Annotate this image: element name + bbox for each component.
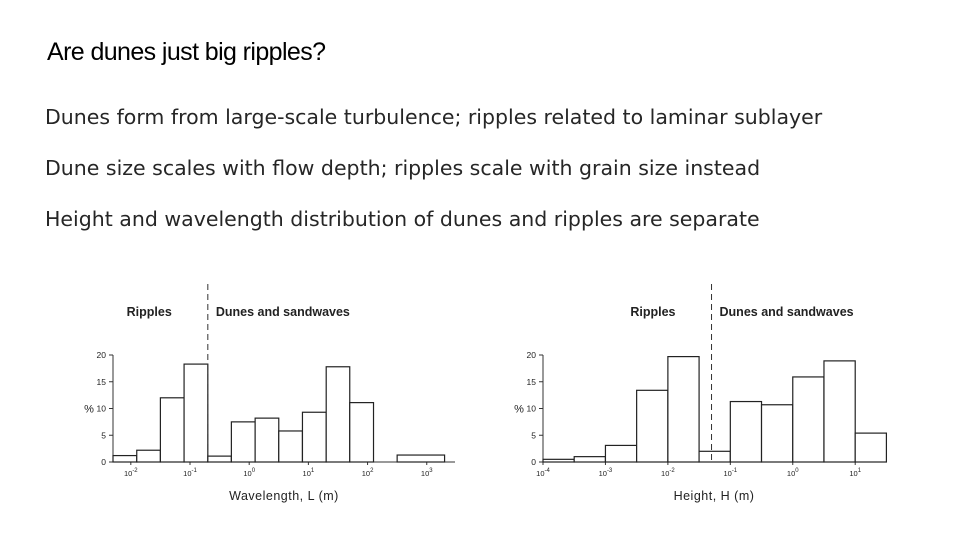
x-tick-label: 10-3 (599, 468, 613, 478)
height-histogram: 0 5 10 15 20% 10-4 10-3 10-2 10-1 100 101 Height, H… (505, 270, 925, 520)
histogram-bar-0 (112, 454, 138, 463)
y-axis-label: % (514, 404, 524, 416)
region-label-dunes: Dunes and sandwaves (720, 305, 854, 319)
x-tick-label-base: 10 (183, 469, 191, 478)
x-tick-label: 102 (362, 468, 374, 478)
y-tick-label: 20 (527, 350, 537, 360)
histogram-bar-5 (698, 450, 731, 463)
y-tick-label: 20 (97, 350, 107, 360)
x-tick-label-exponent: -2 (669, 468, 675, 474)
x-tick-label-base: 10 (849, 469, 857, 478)
x-tick-label-base: 10 (303, 469, 311, 478)
y-tick-label: 0 (101, 457, 106, 467)
y-tick-label: 0 (531, 457, 536, 467)
bullet-item: Dune size scales with flow depth; ripple… (45, 156, 761, 180)
x-tick-label-base: 10 (661, 469, 669, 478)
x-tick-label: 103 (421, 468, 433, 478)
x-tick-label-exponent: 0 (795, 468, 799, 474)
region-label-ripples: Ripples (127, 305, 172, 319)
x-tick-label: 101 (303, 468, 315, 478)
x-tick-label-exponent: 1 (858, 468, 862, 474)
histogram-bar-3 (183, 363, 209, 463)
histogram-bar-7 (278, 430, 304, 463)
histogram-bar-10 (854, 432, 888, 463)
x-tick-label: 10-1 (723, 468, 737, 478)
histogram-bar-8 (301, 411, 327, 463)
histogram-bar-2 (159, 397, 185, 463)
x-tick-label-exponent: 0 (252, 468, 256, 474)
x-tick-label-base: 10 (362, 469, 370, 478)
x-tick-label-exponent: -4 (545, 468, 551, 474)
x-tick-label-exponent: 3 (429, 468, 433, 474)
bullet-list: Dunes form from large-scale turbulence; … (45, 102, 822, 255)
x-tick-label-base: 10 (124, 469, 132, 478)
x-tick-label-base: 10 (243, 469, 251, 478)
x-tick-label-exponent: 2 (370, 468, 374, 474)
histogram-bar-0 (542, 458, 575, 463)
y-axis-label: % (84, 404, 94, 416)
wavelength-histogram: 0 5 10 15 20% 10-2 10-1 100 101 102 103 Wavelength,… (75, 270, 495, 520)
x-tick-label-exponent: -2 (132, 468, 138, 474)
x-tick-label: 10-2 (661, 468, 675, 478)
histogram-bar-1 (573, 456, 607, 463)
y-tick-label: 5 (531, 430, 536, 440)
region-label-ripples: Ripples (630, 305, 675, 319)
region-label-dunes: Dunes and sandwaves (216, 305, 350, 319)
histogram-bar-2 (604, 444, 638, 463)
histogram-bar-1 (136, 449, 161, 463)
slide-title: Are dunes just big ripples? (47, 38, 326, 66)
histogram-bar-4 (207, 455, 232, 463)
x-tick-label: 100 (243, 468, 255, 478)
x-tick-label-base: 10 (421, 469, 429, 478)
histogram-bar-5 (230, 421, 256, 463)
bullet-item: Dunes form from large-scale turbulence; … (45, 105, 823, 129)
x-tick-label-exponent: -1 (732, 468, 738, 474)
histogram-bar-7 (760, 404, 794, 463)
x-tick-label: 10-4 (536, 468, 550, 478)
x-tick-label-base: 10 (787, 469, 795, 478)
histogram-bar-6 (729, 400, 763, 463)
bullet-item: Height and wavelength distribution of du… (45, 207, 760, 231)
y-tick-label: 5 (101, 430, 106, 440)
x-axis-label: Height, H (m) (674, 489, 755, 503)
histogram-bar-10 (349, 402, 375, 463)
x-tick-label-exponent: 1 (311, 468, 315, 474)
y-tick-label: 15 (97, 377, 107, 387)
histogram-bar-8 (792, 376, 825, 463)
y-tick-label: 15 (527, 377, 537, 387)
x-tick-label: 10-1 (183, 468, 197, 478)
histogram-bar-9 (325, 366, 351, 463)
x-tick-label: 100 (787, 468, 799, 478)
histogram-bar-12 (396, 454, 446, 463)
histogram-bar-3 (636, 389, 669, 463)
x-tick-label: 101 (849, 468, 861, 478)
y-tick-label: 10 (527, 404, 537, 414)
x-axis-label: Wavelength, L (m) (229, 489, 339, 503)
x-tick-label-exponent: -3 (607, 468, 613, 474)
y-tick-label: 10 (97, 404, 107, 414)
x-tick-label-base: 10 (599, 469, 607, 478)
histogram-bar-4 (667, 356, 700, 463)
x-tick-label-base: 10 (723, 469, 731, 478)
x-tick-label: 10-2 (124, 468, 138, 478)
x-tick-label-exponent: -1 (192, 468, 198, 474)
histogram-bar-9 (823, 360, 856, 463)
x-tick-label-base: 10 (536, 469, 544, 478)
histogram-bar-6 (254, 417, 280, 463)
